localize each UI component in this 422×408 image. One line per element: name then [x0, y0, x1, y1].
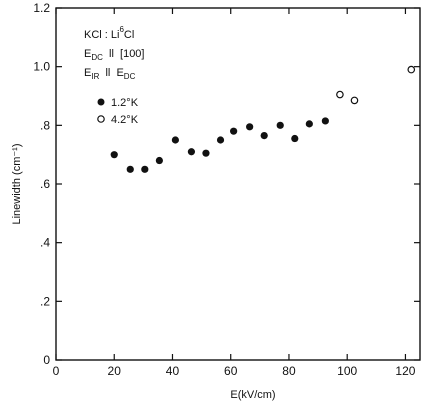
annotation-material-main: KCl : Li	[84, 29, 119, 41]
x-tick-label: 60	[224, 364, 238, 378]
annotation-eir-mid: ll E	[99, 67, 123, 79]
data-point-1-2k	[276, 121, 284, 129]
data-point-1-2k	[126, 165, 134, 173]
plot-frame	[55, 7, 421, 361]
annotation-edc-direction: EDC ll [100]	[84, 48, 144, 62]
data-point-1-2k	[110, 151, 118, 159]
data-point-1-2k	[230, 127, 238, 135]
x-tick-label: 40	[166, 364, 180, 378]
data-point-1-2k	[246, 123, 254, 131]
data-point-1-2k	[305, 120, 313, 128]
x-tick-label: 100	[337, 364, 357, 378]
annotation-material-tail: Cl	[124, 29, 134, 41]
x-tick-label: 0	[53, 364, 60, 378]
y-tick-label: 1.0	[33, 60, 50, 74]
annotation-eir-sub: IR	[91, 72, 99, 81]
data-point-1-2k	[171, 136, 179, 144]
y-tick-label: .8	[40, 118, 50, 132]
data-point-1-2k	[155, 156, 163, 165]
data-point-4-2k	[350, 96, 359, 105]
x-axis-title: E(kV/cm)	[230, 389, 275, 401]
y-tick-label: .6	[40, 177, 50, 191]
data-point-1-2k	[321, 117, 329, 125]
data-point-1-2k	[202, 149, 210, 157]
data-point-4-2k	[336, 90, 344, 99]
data-point-1-2k	[291, 134, 299, 143]
x-tick-label: 20	[108, 364, 122, 378]
annotation-edc-main: E	[84, 48, 91, 60]
data-point-1-2k	[141, 165, 149, 173]
y-tick-label: .4	[40, 236, 50, 250]
data-point-1-2k	[260, 132, 268, 140]
annotation-eir-main: E	[84, 67, 91, 79]
annotation-material: KCl : Li6Cl	[84, 25, 134, 41]
annotation-edc-tail: ll [100]	[103, 48, 145, 60]
annotation-eir-direction: EIR ll EDC	[84, 67, 136, 81]
x-tick-label: 120	[395, 364, 415, 378]
y-tick-label: 0	[43, 353, 50, 367]
legend-label-series-1: 1.2°K	[111, 97, 139, 109]
legend-label-series-2: 4.2°K	[111, 114, 139, 126]
y-axis: 0 .2 .4 .6 .8 1.0 1.2	[33, 1, 420, 367]
data-point-1-2k	[216, 136, 225, 144]
y-axis-title: Linewidth (cm⁻¹)	[11, 144, 23, 225]
y-tick-label: 1.2	[33, 1, 50, 15]
legend: 1.2°K 4.2°K	[97, 97, 139, 126]
annotation-edc-sub: DC	[91, 53, 103, 62]
annotation-eir-sub2: DC	[124, 72, 136, 81]
x-tick-label: 80	[282, 364, 296, 378]
legend-marker-open	[97, 115, 105, 123]
y-tick-label: .2	[40, 294, 50, 308]
data-points	[110, 65, 416, 173]
data-point-1-2k	[187, 148, 196, 156]
annotation-material-sup: 6	[119, 25, 124, 34]
x-axis: 0 20 40 60 80 100 120	[53, 8, 416, 378]
data-point-4-2k	[407, 65, 416, 74]
legend-marker-filled	[97, 98, 105, 106]
